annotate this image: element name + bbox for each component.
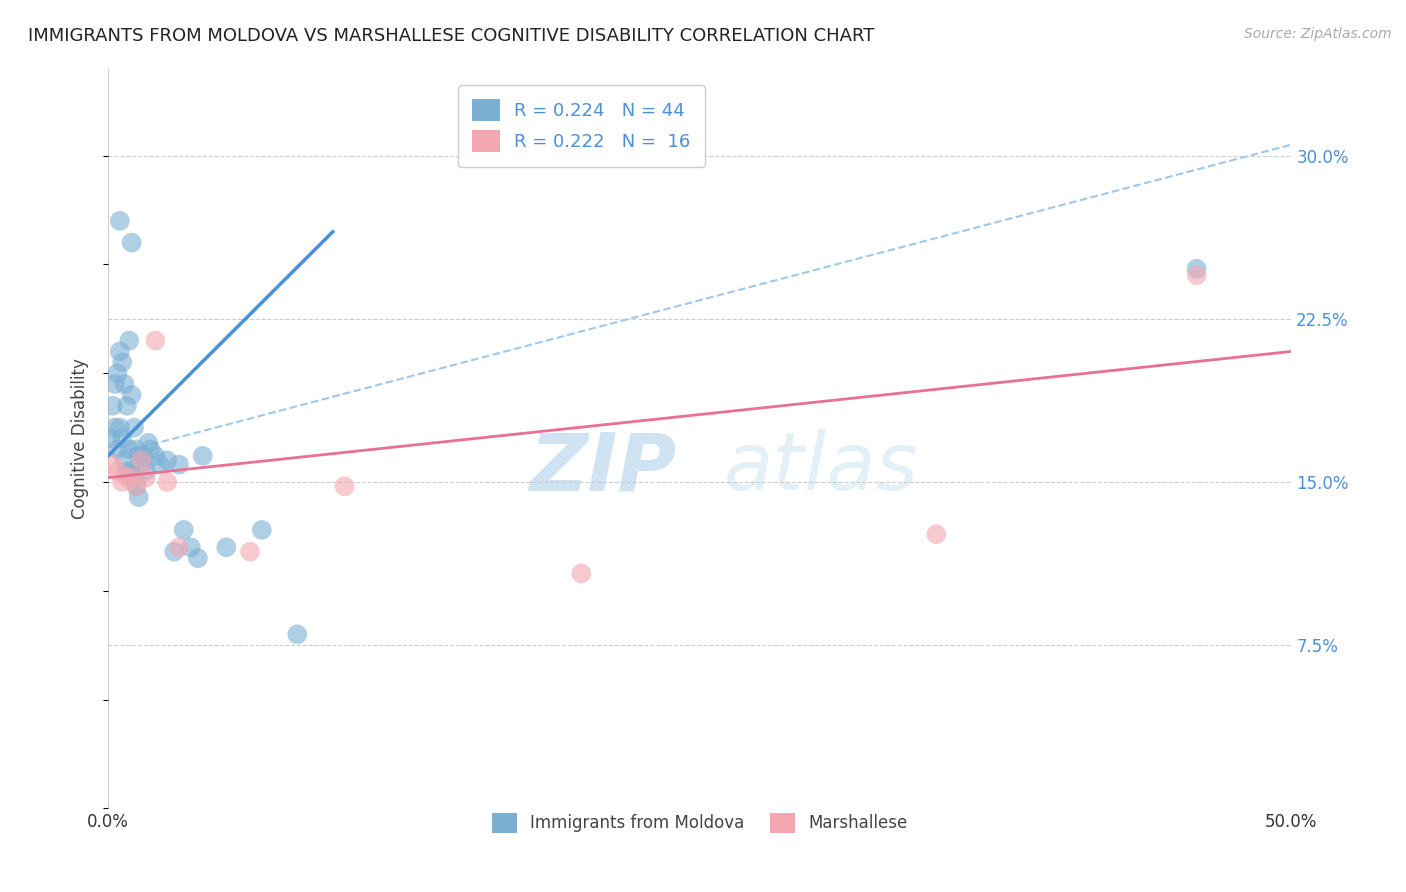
Y-axis label: Cognitive Disability: Cognitive Disability [72,358,89,519]
Point [121,464,143,478]
Point [128,490,150,504]
Point [111,432,134,446]
Point [129,458,152,472]
Point [180,541,202,555]
Text: Source: ZipAtlas.com: Source: ZipAtlas.com [1244,27,1392,41]
Point [121,235,143,250]
Point [111,475,134,489]
Point [122,470,145,484]
Point [285,627,308,641]
Point [156,453,179,467]
Point [135,470,157,484]
Point [250,523,273,537]
Text: atlas: atlas [723,429,918,507]
Point [925,527,948,541]
Point [1185,268,1208,283]
Point [111,355,134,369]
Point [108,214,131,228]
Point [101,399,124,413]
Point [104,377,127,392]
Point [98,432,121,446]
Point [191,449,214,463]
Point [101,458,124,472]
Text: ZIP: ZIP [529,429,676,507]
Point [107,464,129,478]
Point [108,420,131,434]
Point [121,388,143,402]
Point [115,399,138,413]
Point [136,435,159,450]
Point [215,541,238,555]
Point [121,470,143,484]
Point [143,334,166,348]
Point [156,475,179,489]
Point [163,544,186,558]
Point [167,541,190,555]
Point [132,449,155,463]
Point [115,470,138,484]
Point [569,566,592,581]
Point [1185,261,1208,276]
Point [125,479,148,493]
Point [173,523,195,537]
Point [104,420,127,434]
Point [149,458,172,472]
Point [187,551,209,566]
Point [118,334,141,348]
Point [239,544,262,558]
Point [108,344,131,359]
Point [125,479,148,493]
Legend: Immigrants from Moldova, Marshallese: Immigrants from Moldova, Marshallese [481,801,920,845]
Point [114,453,136,467]
Point [114,377,136,392]
Point [143,449,166,463]
Point [107,442,129,457]
Point [135,464,157,478]
Point [333,479,356,493]
Point [125,442,148,457]
Point [118,442,141,457]
Point [128,449,150,463]
Point [115,464,138,478]
Point [167,458,190,472]
Point [139,442,162,457]
Text: IMMIGRANTS FROM MOLDOVA VS MARSHALLESE COGNITIVE DISABILITY CORRELATION CHART: IMMIGRANTS FROM MOLDOVA VS MARSHALLESE C… [28,27,875,45]
Point [107,366,129,380]
Point [122,420,145,434]
Point [129,453,152,467]
